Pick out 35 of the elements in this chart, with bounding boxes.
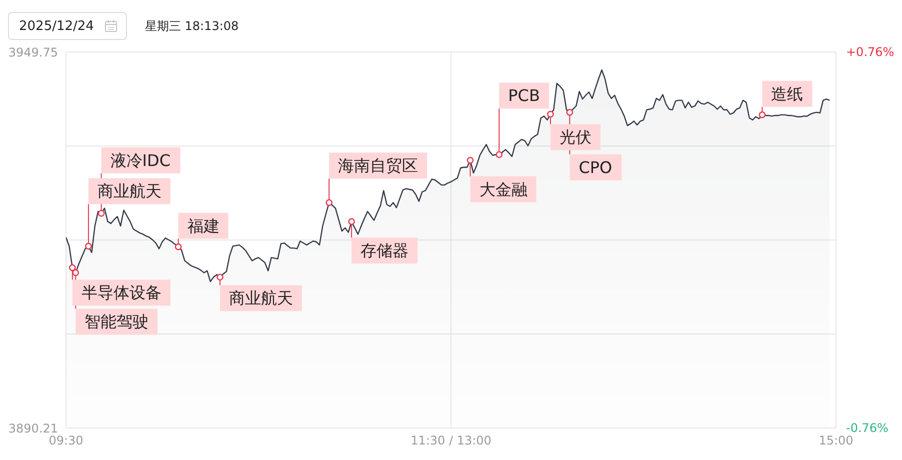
data-label: 半导体设备 — [81, 283, 162, 302]
chart-title: 2025/12/24 — [19, 18, 94, 34]
data-label: 智能驾驶 — [84, 312, 149, 332]
x-tick-label: 09:30 — [48, 434, 84, 448]
data-label: CPO — [578, 158, 612, 177]
data-label: 大金融 — [479, 180, 528, 199]
point — [72, 269, 80, 276]
point — [496, 151, 503, 158]
y-tick-label: 3890.21 — [8, 421, 58, 436]
x-tick-label: 11:30 / 13:00 — [410, 434, 492, 448]
point — [566, 108, 574, 116]
data-label: 造纸 — [771, 84, 804, 104]
point — [348, 218, 355, 225]
data-label: 海南自贸区 — [338, 156, 418, 176]
data-label: 商业航天 — [229, 288, 293, 308]
data-label: 商业航天 — [97, 182, 162, 201]
data-label: 福建 — [187, 216, 220, 236]
x-tick-label: 15:00 — [818, 434, 854, 448]
data-label: 光伏 — [559, 128, 592, 147]
point — [98, 210, 105, 217]
point — [326, 199, 332, 206]
point — [216, 274, 224, 281]
point — [85, 242, 92, 250]
point — [69, 264, 76, 272]
chart-subtitle: 星期三 18:13:08 — [144, 18, 239, 34]
data-label: 液冷IDC — [110, 150, 171, 170]
point — [758, 111, 766, 118]
data-label: 存储器 — [360, 241, 409, 260]
y2-tick-label: -0.76% — [846, 421, 888, 436]
y-tick-label: 3949.75 — [8, 45, 58, 60]
y2-tick-label: +0.76% — [846, 45, 894, 60]
point — [466, 156, 474, 164]
data-label: PCB — [508, 86, 540, 106]
point — [547, 110, 554, 118]
point — [174, 243, 182, 250]
